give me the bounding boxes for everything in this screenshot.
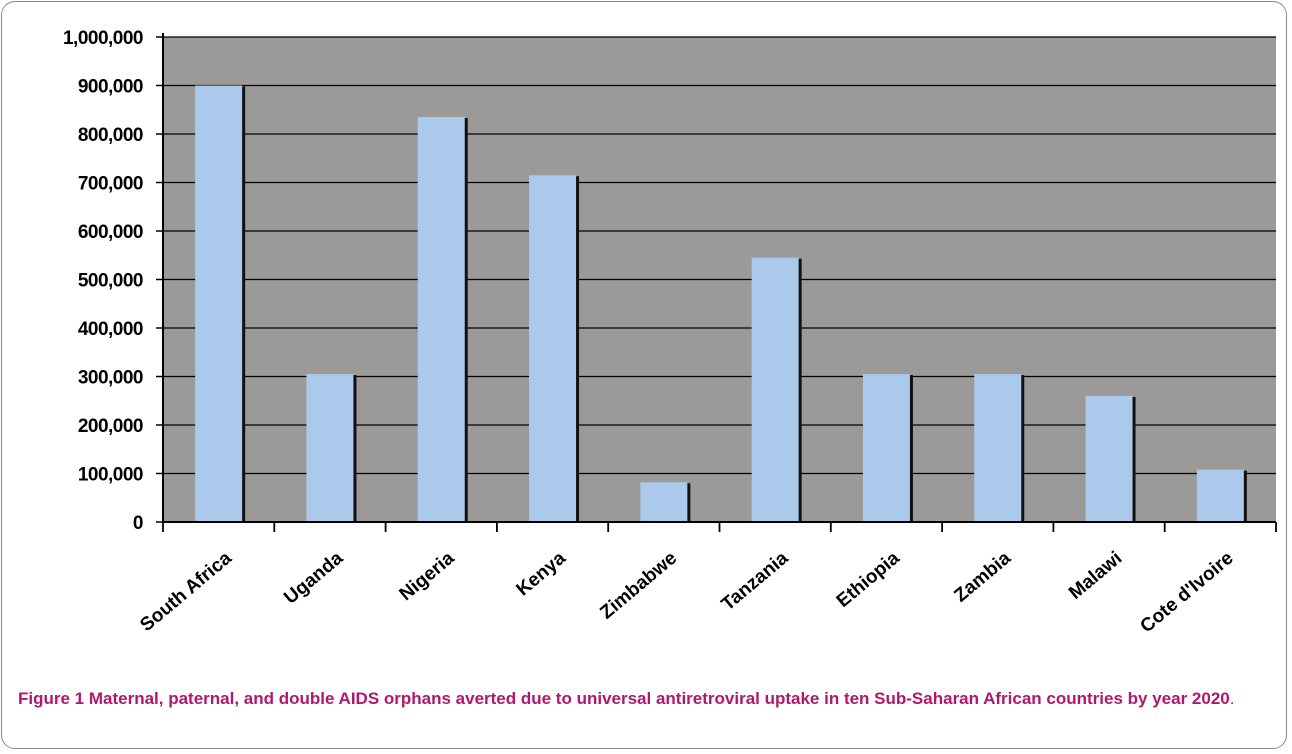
y-tick-label: 0 [133,513,143,534]
y-tick-label: 1,000,000 [63,28,143,49]
bar [529,175,577,522]
x-tick-label: Kenya [513,547,571,600]
bar [1196,469,1244,522]
bar-chart: 0 100,000 200,000 300,000 400,000 500,000 600,… [63,28,1277,637]
y-tick-label: 700,000 [78,174,143,195]
x-tick-label: Nigeria [396,547,459,605]
y-tick-labels: 0 100,000 200,000 300,000 400,000 500,000 600,… [63,28,144,534]
gridlines [163,36,1276,475]
y-tick-label: 400,000 [78,319,143,340]
caption-end: . [1229,689,1235,708]
bar [306,374,354,522]
y-tick-label: 100,000 [78,465,143,486]
caption-text: Maternal, paternal, and double AIDS orph… [84,689,1230,708]
x-tick-label: Uganda [280,547,347,608]
axes [156,33,1277,532]
x-tick-label: Zambia [950,547,1015,606]
y-tick-label: 500,000 [78,271,143,292]
bar [640,482,688,522]
y-tick-label: 200,000 [78,416,143,437]
x-tick-label: Cote d'Ivoire [1136,548,1237,638]
x-tick-label: Tanzania [718,547,793,615]
y-tick-label: 900,000 [78,77,143,98]
y-tick-label: 800,000 [78,125,143,146]
bar [862,374,910,522]
x-tick-label: South Africa [136,547,236,636]
x-tick-label: Malawi [1065,548,1126,604]
x-tick-label: Ethiopia [833,547,904,612]
y-tick-label: 300,000 [78,368,143,389]
bar [751,257,799,522]
bar [195,85,243,522]
y-tick-label: 600,000 [78,222,143,243]
bar [1085,395,1133,522]
bar [417,117,465,523]
x-tick-label: Zimbabwe [596,548,681,624]
caption-label: Figure 1 [18,689,85,708]
x-tick-labels: South Africa Uganda Nigeria Kenya Zimbabwe Ta… [136,547,1237,637]
bar [974,374,1022,522]
bars [195,85,1247,523]
figure-caption: Figure 1 Maternal, paternal, and double … [18,686,1274,712]
